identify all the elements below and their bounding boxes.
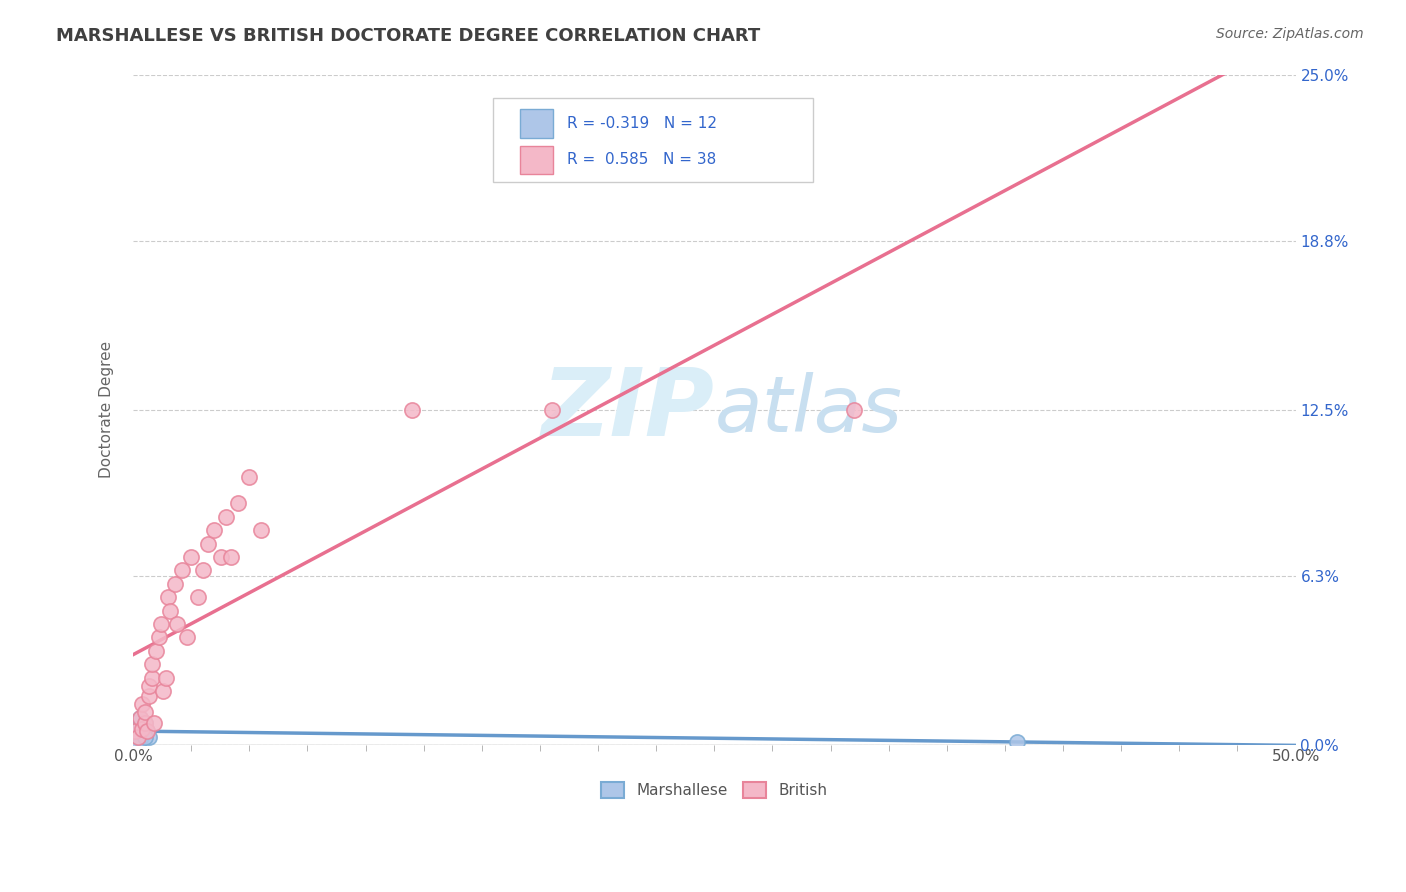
Point: [134, 706, 156, 720]
Text: atlas: atlas: [714, 372, 903, 448]
Point: [141, 671, 163, 685]
Point: [134, 730, 156, 744]
Point: [145, 644, 167, 658]
Point: [191, 563, 214, 577]
Text: Source: ZipAtlas.com: Source: ZipAtlas.com: [1216, 27, 1364, 41]
FancyBboxPatch shape: [520, 145, 553, 174]
Text: R = -0.319   N = 12: R = -0.319 N = 12: [567, 116, 717, 131]
Point: [155, 671, 177, 685]
Point: [163, 576, 186, 591]
Point: [156, 590, 179, 604]
Point: [138, 690, 160, 704]
Point: [152, 684, 174, 698]
Point: [131, 722, 153, 736]
Point: [226, 496, 249, 510]
Point: [124, 716, 146, 731]
Point: [401, 402, 423, 417]
Point: [166, 617, 188, 632]
Point: [148, 631, 170, 645]
Point: [129, 732, 152, 747]
Point: [204, 523, 226, 537]
FancyBboxPatch shape: [520, 110, 553, 137]
Point: [136, 724, 159, 739]
Text: ZIP: ZIP: [541, 364, 714, 456]
Point: [127, 730, 149, 744]
Point: [842, 402, 865, 417]
Point: [170, 563, 193, 577]
Legend: Marshallese, British: Marshallese, British: [595, 776, 834, 804]
Text: MARSHALLESE VS BRITISH DOCTORATE DEGREE CORRELATION CHART: MARSHALLESE VS BRITISH DOCTORATE DEGREE …: [56, 27, 761, 45]
Point: [176, 631, 198, 645]
Point: [238, 469, 260, 483]
Text: R =  0.585   N = 38: R = 0.585 N = 38: [567, 153, 716, 167]
Point: [143, 716, 166, 731]
Point: [124, 724, 146, 739]
Point: [187, 590, 209, 604]
Point: [138, 679, 160, 693]
Point: [141, 657, 163, 672]
Point: [124, 724, 146, 739]
Point: [159, 604, 181, 618]
Point: [127, 738, 149, 752]
Point: [211, 549, 233, 564]
Point: [540, 402, 562, 417]
Point: [129, 711, 152, 725]
FancyBboxPatch shape: [494, 98, 813, 182]
Point: [127, 724, 149, 739]
Point: [250, 523, 273, 537]
Point: [219, 549, 242, 564]
Point: [180, 549, 202, 564]
Point: [134, 716, 156, 731]
Point: [134, 716, 156, 731]
Point: [150, 617, 173, 632]
Point: [215, 509, 238, 524]
Point: [197, 536, 219, 550]
Point: [136, 724, 159, 739]
Point: [1005, 735, 1028, 749]
Point: [138, 730, 160, 744]
Point: [129, 711, 152, 725]
Y-axis label: Doctorate Degree: Doctorate Degree: [100, 341, 114, 478]
Point: [131, 698, 153, 712]
Point: [131, 722, 153, 736]
